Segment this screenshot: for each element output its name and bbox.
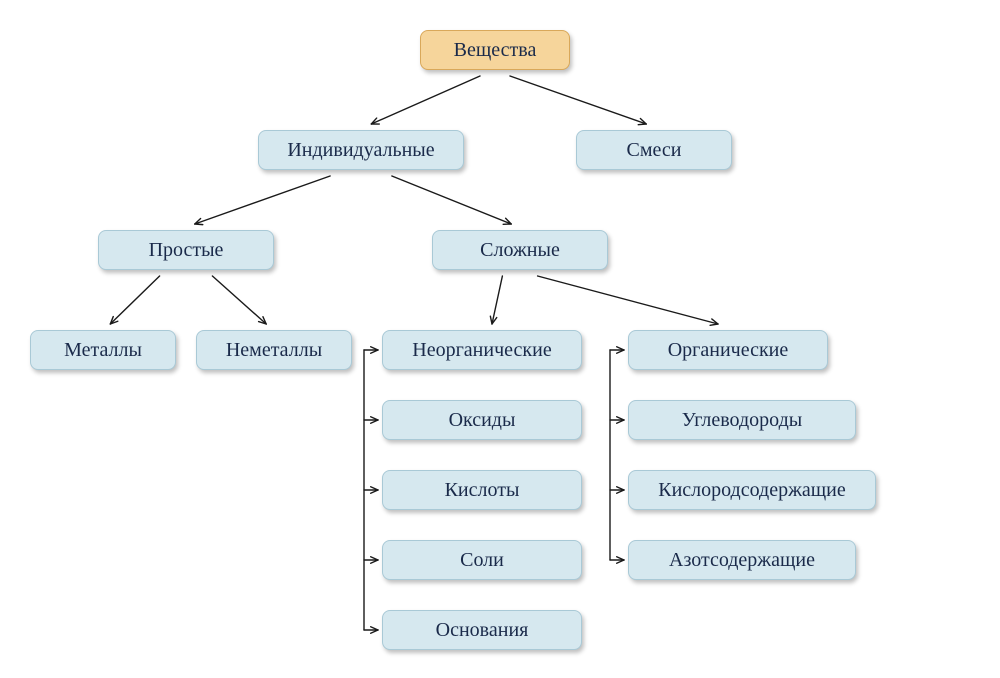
node-root: Вещества xyxy=(420,30,570,70)
diagram-canvas: Вещества Индивидуальные Смеси Простые Сложны… xyxy=(0,0,1000,678)
node-label: Азотсодержащие xyxy=(669,549,815,572)
node-label: Органические xyxy=(668,339,789,362)
node-label: Кислородсодержащие xyxy=(658,479,846,502)
node-label: Неметаллы xyxy=(226,339,322,362)
node-individual: Индивидуальные xyxy=(258,130,464,170)
node-label: Индивидуальные xyxy=(287,139,434,162)
node-label: Металлы xyxy=(64,339,142,362)
node-complex: Сложные xyxy=(432,230,608,270)
node-inorganic: Неорганические xyxy=(382,330,582,370)
node-nonmetals: Неметаллы xyxy=(196,330,352,370)
node-hydrocarb: Углеводороды xyxy=(628,400,856,440)
node-label: Неорганические xyxy=(412,339,551,362)
node-label: Вещества xyxy=(454,39,537,62)
node-label: Оксиды xyxy=(449,409,516,432)
node-label: Основания xyxy=(436,619,529,642)
node-label: Сложные xyxy=(480,239,560,262)
node-organic: Органические xyxy=(628,330,828,370)
node-acids: Кислоты xyxy=(382,470,582,510)
node-bases: Основания xyxy=(382,610,582,650)
node-oxides: Оксиды xyxy=(382,400,582,440)
node-mixtures: Смеси xyxy=(576,130,732,170)
node-label: Простые xyxy=(149,239,224,262)
node-label: Углеводороды xyxy=(682,409,802,432)
node-label: Соли xyxy=(460,549,504,572)
node-oxygencomp: Кислородсодержащие xyxy=(628,470,876,510)
node-metals: Металлы xyxy=(30,330,176,370)
node-label: Кислоты xyxy=(445,479,520,502)
node-nitrocomp: Азотсодержащие xyxy=(628,540,856,580)
node-simple: Простые xyxy=(98,230,274,270)
node-label: Смеси xyxy=(627,139,682,162)
node-salts: Соли xyxy=(382,540,582,580)
